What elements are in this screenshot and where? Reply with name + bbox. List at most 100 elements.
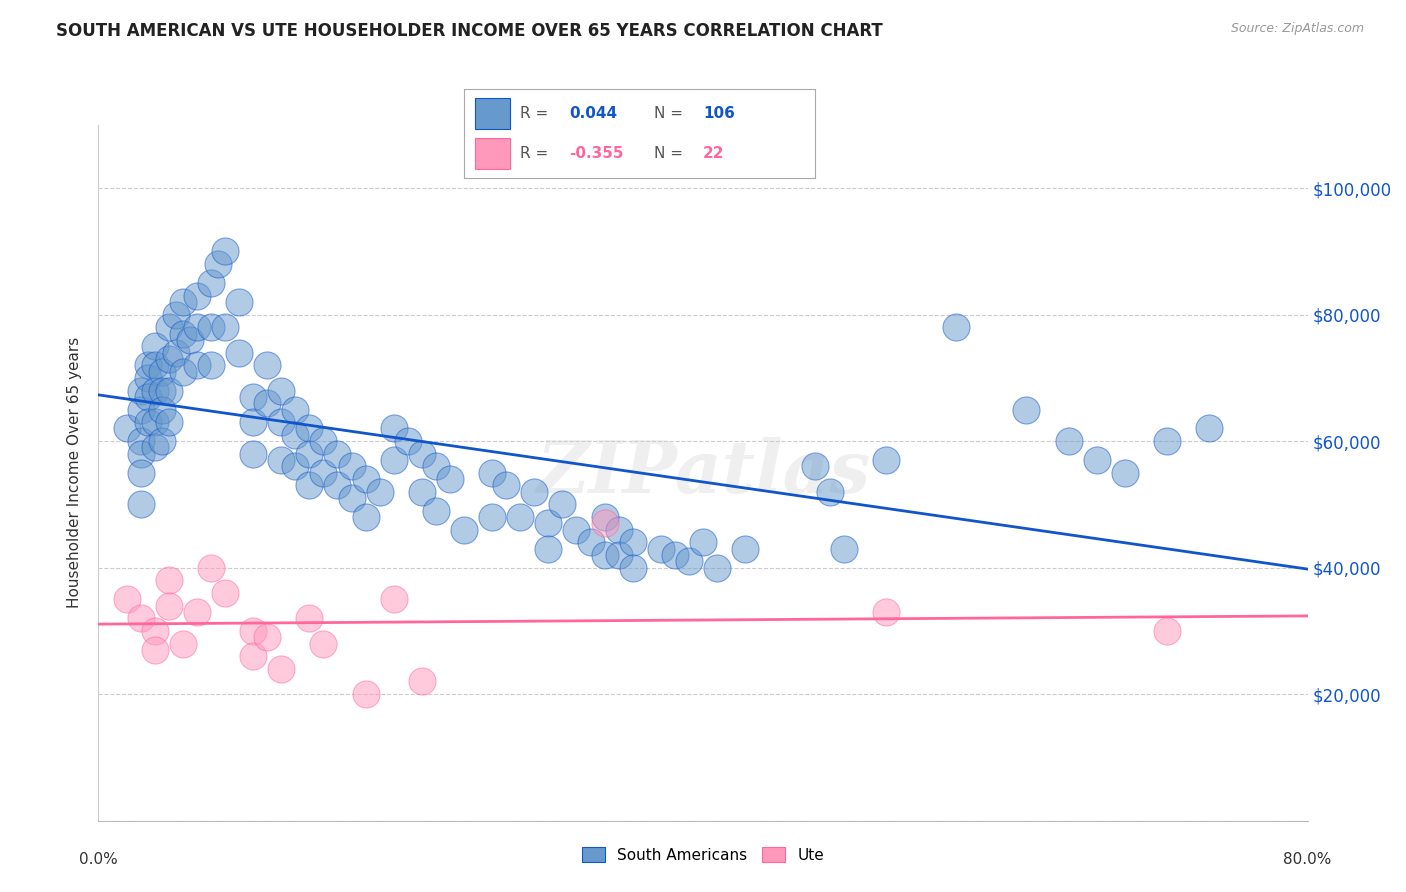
Point [143,339,166,353]
Point [143,384,166,398]
Point [172,636,194,650]
Point [270,453,292,467]
Point [818,484,841,499]
Point [832,541,855,556]
Point [172,326,194,341]
Point [579,535,602,549]
Point [284,402,307,417]
Point [425,459,447,474]
Point [242,447,264,461]
Point [256,630,278,644]
Text: 0.0%: 0.0% [79,852,118,867]
Point [242,415,264,429]
Point [115,592,138,607]
Point [136,371,159,385]
Point [621,560,644,574]
Point [945,320,967,334]
Point [165,345,187,359]
Point [664,548,686,562]
Point [453,523,475,537]
Point [214,320,236,334]
Point [439,472,461,486]
Point [382,421,405,435]
Point [298,421,321,435]
Point [804,459,827,474]
Point [129,497,152,511]
Text: R =: R = [520,106,554,120]
Point [312,636,335,650]
Point [312,434,335,449]
Point [143,624,166,638]
Text: 0.044: 0.044 [569,106,617,120]
Text: SOUTH AMERICAN VS UTE HOUSEHOLDER INCOME OVER 65 YEARS CORRELATION CHART: SOUTH AMERICAN VS UTE HOUSEHOLDER INCOME… [56,22,883,40]
Point [115,421,138,435]
Point [1114,466,1136,480]
Point [1057,434,1080,449]
Point [1156,434,1178,449]
Point [136,415,159,429]
Point [242,649,264,664]
Point [340,491,363,505]
Point [509,510,531,524]
Point [200,276,222,290]
Point [396,434,419,449]
Text: R =: R = [520,146,554,161]
Point [593,548,616,562]
Point [186,358,208,372]
Text: Source: ZipAtlas.com: Source: ZipAtlas.com [1230,22,1364,36]
Point [214,244,236,259]
Text: N =: N = [654,146,688,161]
Point [706,560,728,574]
Point [607,548,630,562]
Point [298,478,321,492]
Point [242,390,264,404]
Point [340,459,363,474]
Point [593,516,616,531]
Point [143,441,166,455]
Point [537,516,560,531]
Point [270,384,292,398]
Point [1156,624,1178,638]
Text: ZIPatlas: ZIPatlas [536,437,870,508]
Point [157,320,180,334]
Point [207,257,229,271]
Point [150,402,173,417]
Point [143,643,166,657]
Point [165,308,187,322]
Point [200,358,222,372]
Point [481,510,503,524]
Y-axis label: Householder Income Over 65 years: Householder Income Over 65 years [67,337,83,608]
Point [256,396,278,410]
FancyBboxPatch shape [475,98,510,129]
Text: N =: N = [654,106,688,120]
Point [382,453,405,467]
Point [242,624,264,638]
Point [1015,402,1038,417]
Point [157,384,180,398]
Point [298,611,321,625]
Point [678,554,700,568]
Point [214,586,236,600]
Point [157,599,180,613]
Point [172,365,194,379]
Point [481,466,503,480]
Point [326,478,349,492]
Point [150,365,173,379]
Point [692,535,714,549]
Point [179,333,201,347]
Point [1198,421,1220,435]
Point [734,541,756,556]
Point [270,662,292,676]
Point [411,447,433,461]
Point [368,484,391,499]
Point [129,466,152,480]
Point [270,415,292,429]
Point [157,574,180,588]
Point [228,345,250,359]
Point [650,541,672,556]
Point [136,358,159,372]
Point [607,523,630,537]
Point [621,535,644,549]
Point [200,560,222,574]
Point [354,687,377,701]
